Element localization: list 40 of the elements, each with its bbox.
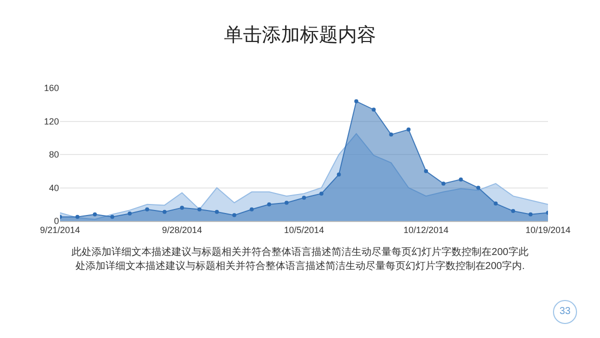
point — [476, 186, 480, 190]
point — [494, 202, 498, 206]
point — [250, 207, 254, 212]
point — [511, 209, 516, 214]
point — [302, 196, 306, 200]
y-tick-label: 0 — [54, 216, 59, 226]
point — [319, 192, 324, 196]
y-tick-label: 120 — [44, 116, 59, 126]
point — [92, 212, 97, 216]
point — [128, 212, 132, 216]
x-tick-label: 10/5/2014 — [284, 224, 324, 235]
point — [441, 182, 446, 186]
point — [214, 210, 219, 214]
x-tick-label: 9/21/2014 — [40, 224, 80, 235]
point — [354, 99, 358, 104]
point — [145, 207, 150, 212]
point — [458, 177, 463, 182]
y-tick-label: 160 — [44, 83, 59, 94]
y-tick-label: 40 — [48, 182, 59, 193]
point — [197, 207, 202, 212]
text: 此处添加详细文本描述建议与标题相关并符合整体语言描述简洁生动尽量每页幻灯片字数控制在200字此处添加详细文本描述建议与标题相关并符合整体语言描述简洁生动尽量每页幻灯片字数控制在200字内. — [70, 246, 530, 274]
point — [372, 108, 376, 112]
point — [284, 200, 289, 205]
point — [162, 210, 167, 214]
point — [232, 213, 236, 218]
x-tick-label: 9/28/2014 — [162, 224, 202, 235]
chart-title: 单击添加标题内容 — [224, 24, 376, 46]
point — [528, 212, 533, 216]
point — [424, 169, 428, 174]
y-tick-label: 80 — [48, 150, 59, 160]
point — [110, 214, 114, 219]
point — [75, 214, 80, 219]
point — [336, 172, 341, 176]
x-tick-label: 10/12/2014 — [403, 224, 449, 235]
text: 33 — [553, 300, 577, 324]
x-tick-label: 10/19/2014 — [525, 224, 571, 235]
point — [406, 128, 411, 132]
point — [180, 206, 184, 210]
point — [389, 132, 394, 137]
point — [267, 202, 272, 206]
